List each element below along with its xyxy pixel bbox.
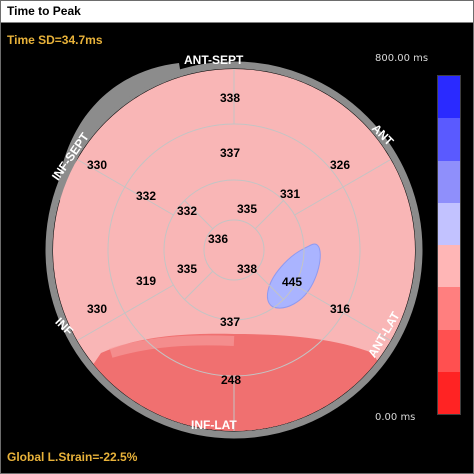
bullseye-ring-bulge: [56, 63, 181, 201]
time-sd-readout: Time SD=34.7ms: [7, 33, 103, 47]
segment-value-mid-inf[interactable]: 319: [136, 274, 156, 288]
segment-value-basal-ant[interactable]: 326: [330, 158, 350, 172]
segment-value-basal-ant-lat[interactable]: 316: [330, 302, 350, 316]
segment-value-mid-ant-lat[interactable]: 445: [282, 275, 302, 289]
segment-value-mid-inf-lat[interactable]: 337: [220, 315, 240, 329]
bullseye-outer-ring: [45, 61, 423, 439]
inf-lat-region-gradient: [109, 335, 235, 358]
color-scale-band: [438, 160, 460, 203]
color-scale-band: [438, 287, 460, 330]
segment-boundaries: [77, 69, 391, 431]
segment-value-apical-lat[interactable]: 338: [237, 262, 257, 276]
segment-value-apex[interactable]: 336: [208, 232, 228, 246]
global-strain-readout: Global L.Strain=-22.5%: [7, 450, 138, 464]
color-scale-bar: [437, 75, 461, 415]
color-scale-band: [438, 245, 460, 288]
wall-label-ant-sept: ANT-SEPT: [184, 53, 244, 67]
segment-value-mid-ant[interactable]: 331: [280, 187, 300, 201]
segment-value-apical-sept[interactable]: 332: [177, 204, 197, 218]
segment-value-apical-inf[interactable]: 335: [177, 262, 197, 276]
bullseye-plot[interactable]: 338 326 316 248 330 330 337 331 445 337 …: [1, 23, 474, 453]
title-bar: Time to Peak: [1, 1, 473, 23]
segment-value-basal-inf-sept[interactable]: 330: [87, 158, 107, 172]
color-scale-band: [438, 202, 460, 245]
color-scale-band: [438, 329, 460, 372]
color-scale-min-label: 0.00 ms: [375, 412, 416, 423]
segment-value-mid-inf-sept[interactable]: 332: [136, 189, 156, 203]
segment-value-apical-ant[interactable]: 335: [237, 202, 257, 216]
segment-value-mid-ant-sept[interactable]: 337: [220, 146, 240, 160]
color-scale-band: [438, 371, 460, 414]
color-scale-max-label: 800.00 ms: [375, 53, 429, 64]
segment-value-basal-inf[interactable]: 330: [87, 302, 107, 316]
segment-value-basal-ant-sept[interactable]: 338: [220, 91, 240, 105]
color-scale-band: [438, 118, 460, 161]
color-scale-band: [438, 76, 460, 119]
panel-title: Time to Peak: [7, 4, 81, 18]
segment-value-basal-inf-lat[interactable]: 248: [221, 373, 241, 387]
wall-label-inf-lat: INF-LAT: [191, 418, 237, 432]
